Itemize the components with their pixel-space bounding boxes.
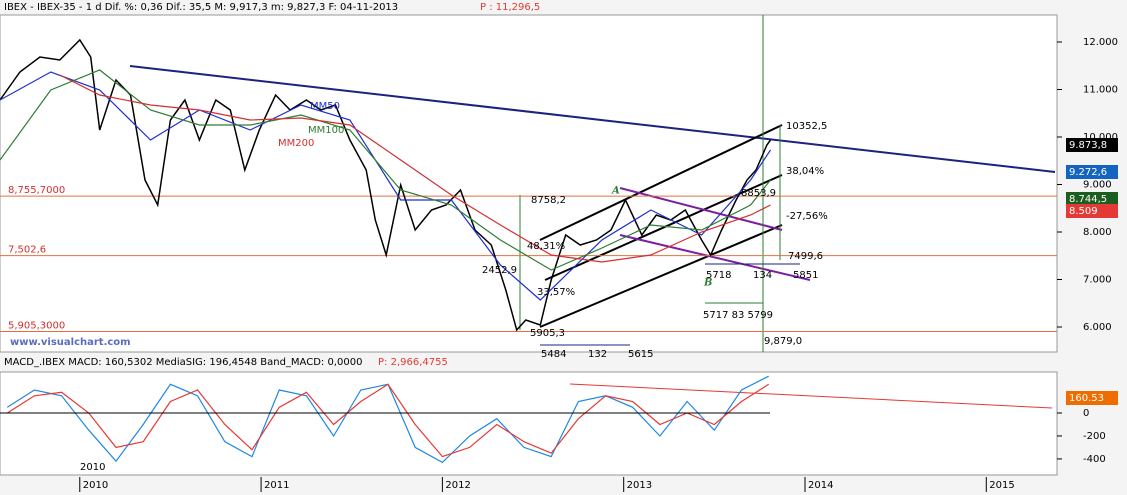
annotation: 134 (753, 270, 772, 281)
annotation: 38,04% (786, 166, 824, 177)
series-label: MM50 (310, 101, 340, 112)
annotation: www.visualchart.com (10, 337, 131, 348)
annotation: 7499,6 (788, 251, 823, 262)
annotation: 8853,9 (741, 188, 776, 199)
annotation: 5851 (793, 270, 818, 281)
badge (1066, 138, 1118, 152)
annotation: 48,31% (527, 241, 565, 252)
annotation: 132 (588, 349, 607, 360)
badge (1066, 391, 1118, 405)
chart-subtitle: P : 11,296,5 (480, 2, 540, 13)
badge-label: 8.744,5 (1069, 194, 1107, 205)
badge-label: 9.272,6 (1069, 167, 1107, 178)
badge (1066, 165, 1118, 179)
badge-label: 8.509 (1069, 206, 1098, 217)
trend-lines (129, 15, 1056, 409)
channel-line (619, 187, 783, 231)
y-tick-label: 8.000 (1083, 227, 1112, 238)
y-tick-label: -400 (1083, 454, 1106, 465)
channel-line (539, 124, 783, 241)
channel-line (619, 234, 811, 281)
series-label: MM200 (278, 138, 314, 149)
x-tick-label: 2010 (83, 480, 108, 491)
annotation: 5718 (706, 270, 731, 281)
y-tick-label: -200 (1083, 431, 1106, 442)
level-label: 8,755,7000 (8, 185, 65, 196)
annotation: A (611, 186, 620, 197)
annotation: 5615 (628, 349, 653, 360)
series-line (0, 71, 771, 301)
annotation: 5905,3 (530, 328, 565, 339)
series-line (0, 69, 771, 271)
x-tick-label: 2012 (445, 480, 470, 491)
channel-line (539, 224, 783, 328)
annotation: B (703, 278, 712, 289)
macd-pane (0, 371, 1058, 476)
x-tick-label: 2011 (264, 480, 289, 491)
series-line (59, 74, 771, 263)
annotation: 10352,5 (786, 121, 827, 132)
macd-subtitle: P: 2,966,4755 (378, 357, 448, 368)
annotation: 9,879,0 (764, 336, 802, 347)
annotation: 2452,9 (482, 265, 517, 276)
annotation: 8758,2 (531, 195, 566, 206)
y-tick-label: 12.000 (1083, 37, 1118, 48)
y-tick-label: 9.000 (1083, 179, 1112, 190)
badge (1066, 204, 1118, 218)
annotation: 5484 (541, 349, 566, 360)
badge (1066, 192, 1118, 206)
y-tick-label: 10.000 (1083, 132, 1118, 143)
x-tick-label: 2015 (989, 480, 1014, 491)
annotation: 5717 83 5799 (703, 310, 773, 321)
chart-title: IBEX - IBEX-35 - 1 d Dif. %: 0,36 Dif.: … (4, 2, 398, 13)
x-tick-label: 2014 (808, 480, 833, 491)
badge-label: 160.53 (1069, 393, 1104, 404)
annotation: 33,57% (537, 287, 575, 298)
y-tick-label: 7.000 (1083, 275, 1112, 286)
series-line (6, 383, 770, 458)
series-label: MM100 (308, 125, 344, 136)
badge-label: 9.873,8 (1069, 140, 1107, 151)
macd-trend-line (569, 383, 1053, 409)
annotation: 2010 (80, 462, 105, 473)
price-pane (0, 14, 1058, 353)
x-tick-label: 2013 (627, 480, 652, 491)
channel-line (544, 174, 783, 281)
annotation: -27,56% (786, 211, 828, 222)
y-tick-label: 11.000 (1083, 84, 1118, 95)
downtrend-line (129, 65, 1056, 173)
macd-title: MACD_.IBEX MACD: 160,5302 MediaSIG: 196,… (4, 357, 362, 368)
level-label: 7,502,6 (8, 245, 46, 256)
y-tick-label: 6.000 (1083, 322, 1112, 333)
y-tick-label: 0 (1083, 408, 1089, 419)
level-label: 5,905,3000 (8, 321, 65, 332)
